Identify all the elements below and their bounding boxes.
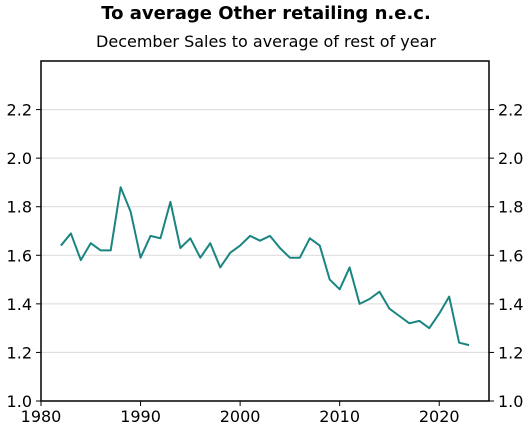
x-tick-label: 2020 [419,407,460,426]
y-tick-label-left: 2.0 [7,149,32,168]
x-tick-label: 1980 [21,407,62,426]
y-tick-label-left: 1.4 [7,295,32,314]
gridlines [41,109,489,353]
data-points [60,187,470,346]
y-tick-label-right: 1.0 [498,392,523,411]
tick-labels: 1.0 1.0 1.2 1.2 1.4 1.4 1.6 1.6 1.8 1.8 2.0 2.0 2.2 2… [7,101,524,426]
x-tick-label: 2000 [220,407,261,426]
y-tick-label-left: 1.6 [7,246,32,265]
y-tick-label-left: 1.0 [7,392,32,411]
y-tick-label-left: 1.2 [7,343,32,362]
y-tick-label-right: 1.6 [498,246,523,265]
x-tick-label: 1990 [120,407,161,426]
y-tick-label-right: 1.4 [498,295,523,314]
axis-ticks [36,109,494,406]
x-tick-label: 2010 [319,407,360,426]
y-tick-label-right: 1.2 [498,343,523,362]
chart-subtitle: December Sales to average of rest of yea… [96,32,436,51]
plot-frame [40,60,490,402]
y-tick-label-right: 2.2 [498,101,523,120]
y-tick-label-right: 2.0 [498,149,523,168]
chart-title: To average Other retailing n.e.c. [101,3,431,24]
y-tick-label-left: 2.2 [7,101,32,120]
y-tick-label-right: 1.8 [498,198,523,217]
y-tick-label-left: 1.8 [7,198,32,217]
series-line [60,186,470,347]
